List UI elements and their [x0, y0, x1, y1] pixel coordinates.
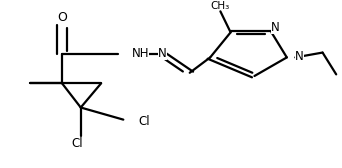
- Text: NH: NH: [132, 47, 149, 60]
- Text: O: O: [57, 11, 67, 24]
- Text: N: N: [158, 47, 167, 60]
- Text: N: N: [271, 20, 279, 34]
- Text: CH₃: CH₃: [211, 1, 230, 11]
- Text: Cl: Cl: [139, 115, 150, 128]
- Text: Cl: Cl: [71, 137, 83, 150]
- Text: N: N: [295, 50, 304, 63]
